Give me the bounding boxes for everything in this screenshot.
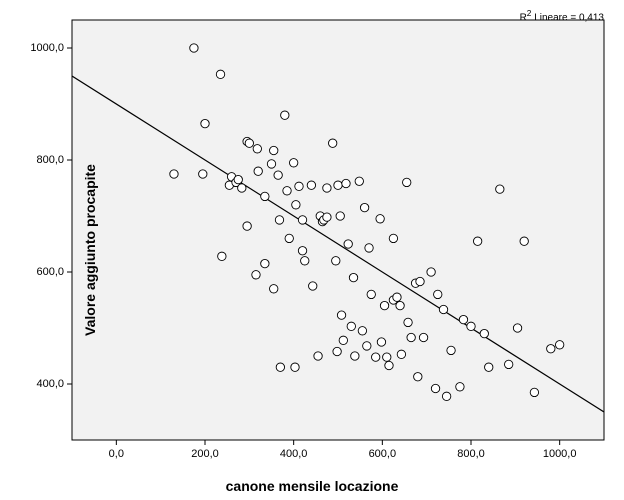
x-tick-label: 1000,0: [543, 448, 577, 460]
x-axis-label: canone mensile locazione: [226, 478, 399, 494]
y-tick-label: 400,0: [36, 378, 64, 390]
x-tick-label: 0,0: [109, 448, 124, 460]
y-tick-label: 1000,0: [30, 42, 64, 54]
x-tick-label: 400,0: [280, 448, 308, 460]
scatter-chart: Valore aggiunto procapite canone mensile…: [0, 0, 624, 500]
x-tick-label: 800,0: [457, 448, 485, 460]
y-axis-label: Valore aggiunto procapite: [82, 164, 98, 336]
y-tick-label: 800,0: [36, 154, 64, 166]
x-tick-label: 600,0: [369, 448, 397, 460]
r-squared-annotation: R2 Lineare = 0,413: [520, 8, 604, 23]
y-tick-label: 600,0: [36, 266, 64, 278]
x-tick-label: 200,0: [191, 448, 219, 460]
